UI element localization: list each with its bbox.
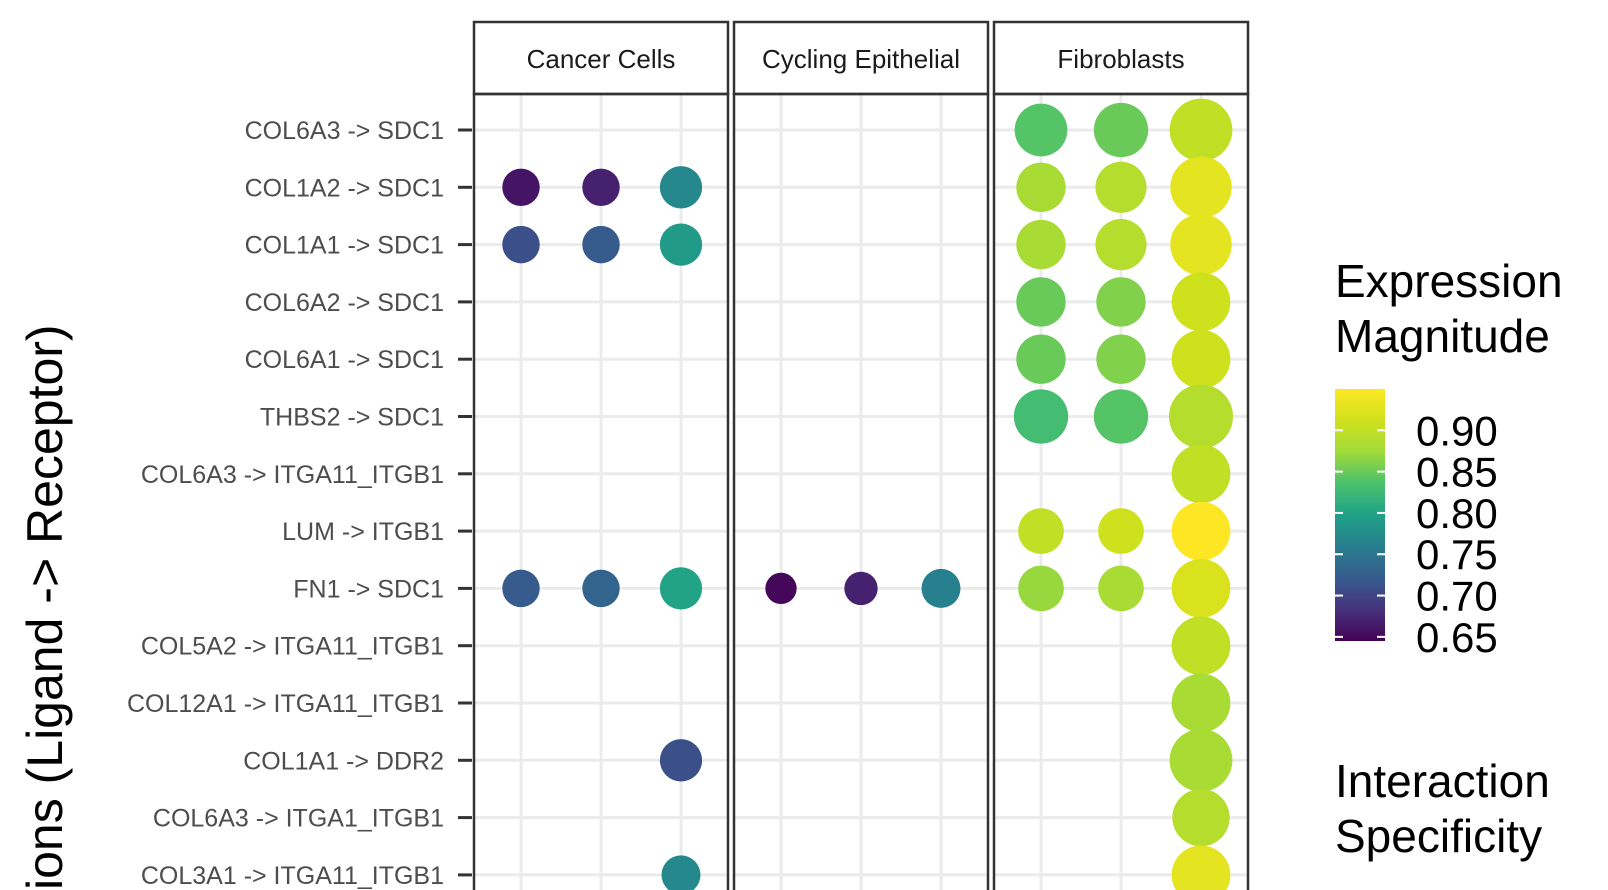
- row-labels: COL6A3 -> SDC1 COL1A2 -> SDC1 COL1A1 -> SD…: [127, 117, 472, 890]
- row-label: FN1 -> SDC1: [293, 575, 444, 603]
- data-point: [659, 223, 703, 266]
- data-point: [1018, 565, 1064, 612]
- size-legend-title-line-1: Interaction: [1335, 755, 1550, 807]
- facet-panels: Cancer Cells Cycling Epithelial Fibroblast…: [472, 20, 1250, 890]
- data-point: [1016, 277, 1066, 327]
- data-point: [1170, 156, 1232, 219]
- data-point: [1172, 788, 1230, 847]
- row-label: LUM -> ITGB1: [282, 518, 444, 546]
- data-point: [1016, 162, 1066, 212]
- row-label: COL1A1 -> DDR2: [243, 747, 444, 775]
- data-point: [582, 569, 620, 608]
- data-point: [1093, 389, 1149, 444]
- data-point: [502, 168, 540, 207]
- row-label: COL5A2 -> ITGA11_ITGB1: [141, 633, 444, 661]
- legend-tick-label: 0.90: [1416, 407, 1498, 454]
- facet-strip-label: Cycling Epithelial: [762, 44, 960, 74]
- data-point: [1018, 508, 1064, 554]
- color-legend-title-line-2: Magnitude: [1335, 310, 1550, 362]
- row-label: COL1A2 -> SDC1: [245, 174, 444, 202]
- grid-lines: [474, 94, 1248, 890]
- data-point: [659, 166, 703, 209]
- data-point: [921, 568, 961, 608]
- color-legend-ticks: 0.900.850.800.750.700.65: [1335, 407, 1498, 661]
- data-point: [1016, 219, 1066, 270]
- row-label: COL6A2 -> SDC1: [245, 289, 444, 317]
- data-point: [582, 168, 620, 207]
- data-point: [1171, 616, 1231, 676]
- facet-panel-border: [992, 92, 1250, 890]
- data-point: [1013, 389, 1069, 444]
- data-point: [1016, 334, 1066, 384]
- data-point: [1171, 272, 1231, 332]
- data-point: [1093, 102, 1149, 158]
- data-point: [1095, 219, 1147, 271]
- facet-strip: [992, 20, 1250, 96]
- data-point: [1169, 98, 1233, 162]
- row-label: COL6A3 -> SDC1: [245, 117, 444, 145]
- data-point: [1014, 103, 1068, 157]
- data-point: [582, 225, 620, 264]
- data-point: [765, 572, 797, 605]
- data-point: [1171, 501, 1231, 561]
- data-point: [502, 569, 540, 608]
- row-label: COL6A3 -> ITGA11_ITGB1: [141, 461, 444, 489]
- data-point: [1171, 845, 1231, 890]
- legend-tick-label: 0.75: [1416, 531, 1498, 578]
- data-point: [659, 567, 703, 610]
- row-label: COL3A1 -> ITGA11_ITGB1: [141, 862, 444, 890]
- data-point: [659, 739, 703, 782]
- color-legend-bar: [1335, 389, 1385, 641]
- data-point: [1171, 559, 1231, 618]
- data-point: [1169, 384, 1233, 449]
- data-point: [844, 571, 878, 606]
- row-label: COL1A1 -> SDC1: [245, 232, 444, 260]
- data-point: [1095, 161, 1147, 213]
- size-legend: Interaction Specificity: [1335, 755, 1550, 862]
- legend-tick-label: 0.70: [1416, 573, 1498, 620]
- data-point: [661, 855, 701, 890]
- facet-strip-label: Fibroblasts: [1057, 44, 1184, 74]
- data-point: [1096, 334, 1146, 384]
- row-label: COL6A3 -> ITGA1_ITGB1: [153, 805, 444, 833]
- facet-strip: [732, 20, 990, 96]
- data-point: [502, 225, 540, 264]
- data-point: [1171, 444, 1231, 504]
- row-label: COL12A1 -> ITGA11_ITGB1: [127, 690, 444, 718]
- data-point: [1171, 673, 1231, 733]
- color-legend-title-line-1: Expression: [1335, 255, 1563, 307]
- data-point: [1169, 728, 1233, 792]
- facet-panel-border: [472, 92, 730, 890]
- row-label: THBS2 -> SDC1: [260, 404, 444, 432]
- size-legend-title-line-2: Specificity: [1335, 810, 1542, 862]
- data-point: [1171, 329, 1231, 389]
- data-points: [502, 98, 1233, 890]
- legend-tick-label: 0.80: [1416, 490, 1498, 537]
- facet-panel-border: [732, 92, 990, 890]
- facet-strip-label: Cancer Cells: [527, 44, 676, 74]
- data-point: [1096, 277, 1146, 327]
- row-label: COL6A1 -> SDC1: [245, 346, 444, 374]
- color-legend: Expression Magnitude 0.900.850.800.750.7…: [1335, 255, 1563, 661]
- facet-strip: [472, 20, 730, 96]
- legend-tick-label: 0.85: [1416, 449, 1498, 496]
- y-axis-title: ions (Ligand -> Receptor): [17, 324, 73, 890]
- data-point: [1098, 565, 1144, 612]
- data-point: [1170, 213, 1232, 276]
- legend-tick-label: 0.65: [1416, 614, 1498, 661]
- data-point: [1098, 508, 1144, 554]
